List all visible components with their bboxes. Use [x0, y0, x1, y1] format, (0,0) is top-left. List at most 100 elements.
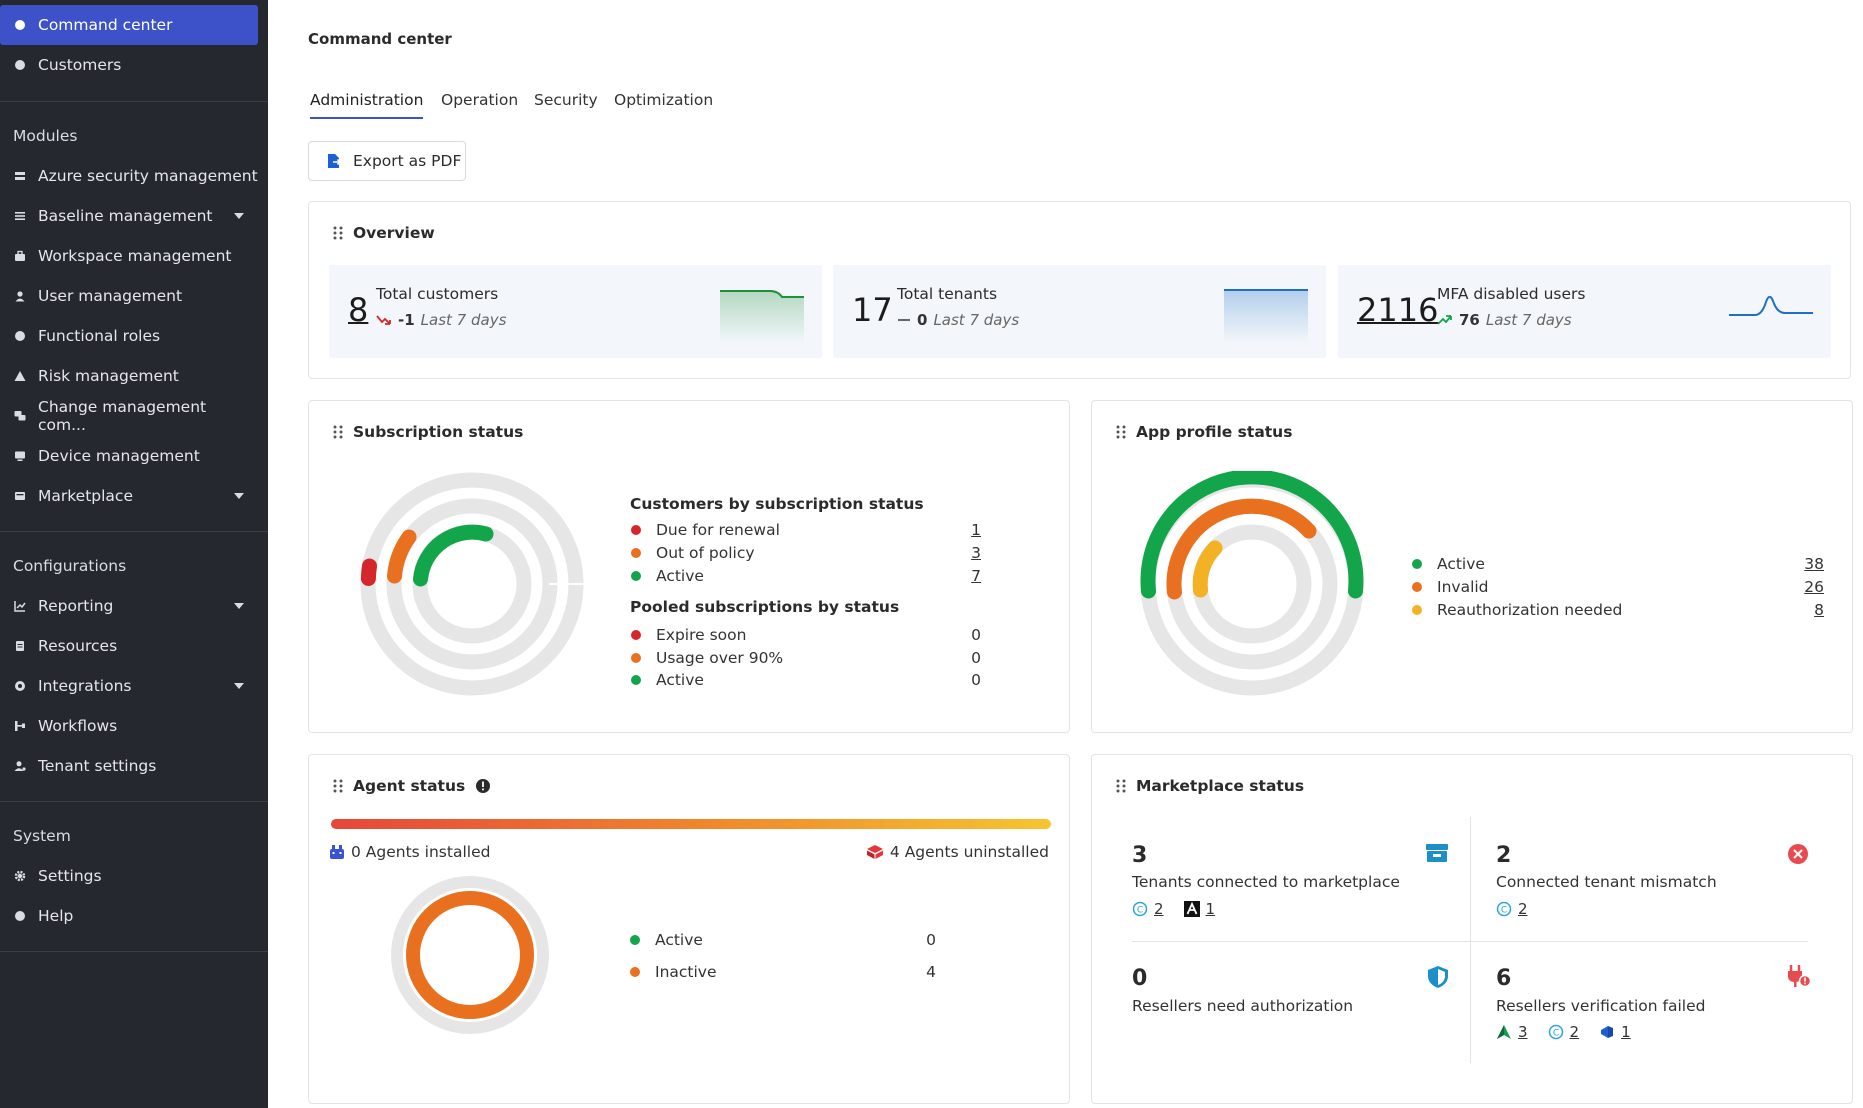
nav-label: Workspace management — [38, 247, 232, 265]
nav-resources[interactable]: Resources — [0, 626, 258, 666]
agent-progress-bar — [331, 819, 1051, 829]
agent-uninstalled-icon — [866, 845, 883, 859]
delta-period: Last 7 days — [420, 311, 507, 329]
app-profile-title: App profile status — [1116, 423, 1292, 441]
trend-down-icon — [376, 315, 391, 325]
chevron-down-icon[interactable] — [234, 493, 244, 499]
mk-sub-link[interactable]: 2 — [1569, 1023, 1580, 1041]
nav-label: Functional roles — [38, 327, 161, 345]
subscription-due-arc — [360, 558, 377, 586]
chevron-down-icon[interactable] — [234, 603, 244, 609]
tab-administration[interactable]: Administration — [310, 91, 424, 119]
nav-label: Marketplace — [38, 487, 133, 505]
monitor-icon — [14, 450, 26, 462]
chevron-down-icon[interactable] — [234, 683, 244, 689]
nav-azure-security[interactable]: Azure security management — [0, 156, 258, 196]
delta-value: -1 — [398, 311, 415, 329]
legend-dot — [1412, 559, 1422, 569]
stat-total-tenants: 17 Total tenants 0 Last 7 days — [833, 265, 1326, 358]
app-profile-invalid-arc — [1166, 498, 1317, 600]
legend-value-link[interactable]: 1 — [971, 521, 981, 539]
agents-uninstalled: 4 Agents uninstalled — [866, 843, 1049, 861]
drag-handle-icon[interactable] — [333, 779, 343, 793]
server-icon — [14, 170, 26, 182]
mk-sub-link[interactable]: 3 — [1518, 1023, 1528, 1041]
nav-label: Workflows — [38, 717, 118, 735]
pdf-export-icon — [328, 154, 341, 168]
nav-label: Settings — [38, 867, 102, 885]
legend-label: Active — [656, 671, 704, 689]
drag-handle-icon[interactable] — [333, 226, 343, 240]
nav-change-management[interactable]: Change management com... — [0, 396, 258, 436]
stat-value[interactable]: 8 — [348, 291, 369, 329]
legend-label: Out of policy — [656, 544, 755, 562]
legend-value-link[interactable]: 38 — [1804, 555, 1824, 573]
mk-label: Resellers need authorization — [1132, 997, 1354, 1015]
legend-value: 0 — [926, 931, 936, 949]
tab-security[interactable]: Security — [534, 91, 598, 109]
divider — [0, 531, 268, 532]
legend-value: 0 — [971, 626, 981, 644]
legend-value-link[interactable]: 26 — [1804, 578, 1824, 596]
legend-label: Usage over 90% — [656, 649, 784, 667]
nav-device[interactable]: Device management — [0, 436, 258, 476]
svg-text:C: C — [1137, 906, 1143, 916]
nav-user-management[interactable]: User management — [0, 276, 258, 316]
legend-value-link[interactable]: 8 — [1814, 601, 1824, 619]
nav-command-center[interactable]: Command center — [0, 5, 258, 45]
drag-handle-icon[interactable] — [1116, 425, 1126, 439]
tab-optimization[interactable]: Optimization — [614, 91, 714, 109]
drag-handle-icon[interactable] — [1116, 779, 1126, 793]
legend-label: Active — [656, 567, 704, 585]
agent-donut-chart — [391, 876, 549, 1034]
role-icon — [14, 330, 26, 342]
app-profile-radial-chart — [1140, 471, 1364, 696]
mk-sub-link[interactable]: 1 — [1621, 1023, 1631, 1041]
nav-functional-roles[interactable]: Functional roles — [0, 316, 258, 356]
stat-value: 17 — [852, 291, 893, 329]
drag-handle-icon[interactable] — [333, 425, 343, 439]
stat-value[interactable]: 2116 — [1357, 291, 1439, 329]
legend-value-link[interactable]: 7 — [971, 567, 981, 585]
modules-title: Modules — [13, 127, 78, 145]
mk-sub-link[interactable]: 2 — [1154, 900, 1164, 918]
nav-label: Azure security management — [38, 167, 258, 185]
store-icon — [14, 490, 26, 502]
info-icon[interactable] — [475, 778, 491, 794]
nav-marketplace[interactable]: Marketplace — [0, 476, 258, 516]
nav-label: Resources — [38, 637, 118, 655]
legend-due-renewal: Due for renewal — [631, 521, 780, 539]
provider-flag-icon — [1601, 1026, 1614, 1038]
nav-customers[interactable]: Customers — [0, 45, 258, 85]
nav-risk[interactable]: Risk management — [0, 356, 258, 396]
mk-count: 2 — [1496, 843, 1512, 868]
mk-sub-link[interactable]: 1 — [1205, 900, 1216, 918]
nav-workflows[interactable]: Workflows — [0, 706, 258, 746]
legend-value-link[interactable]: 3 — [971, 544, 981, 562]
export-pdf-button[interactable]: Export as PDF — [308, 141, 466, 181]
stat-label: Total tenants — [897, 285, 998, 303]
legend-dot — [631, 571, 641, 581]
stat-mfa-disabled: 2116 MFA disabled users 76 Last 7 days — [1338, 265, 1831, 358]
mk-sub-link[interactable]: 2 — [1518, 900, 1528, 918]
nav-settings[interactable]: Settings — [0, 856, 258, 896]
nav-reporting[interactable]: Reporting — [0, 586, 258, 626]
nav-label: Tenant settings — [38, 757, 157, 775]
legend-active: Active — [631, 567, 704, 585]
nav-tenant-settings[interactable]: Tenant settings — [0, 746, 258, 786]
chevron-down-icon[interactable] — [234, 213, 244, 219]
card-title-text: Agent status — [353, 777, 466, 795]
nav-workspace[interactable]: Workspace management — [0, 236, 258, 276]
nav-label: Command center — [38, 16, 173, 34]
chat-icon — [14, 410, 26, 422]
nav-help[interactable]: Help — [0, 896, 258, 936]
tab-operation[interactable]: Operation — [441, 91, 519, 109]
provider-c-icon: C — [1548, 1024, 1563, 1040]
legend-dot — [631, 525, 641, 535]
legend-label: Inactive — [655, 963, 717, 981]
nav-baseline[interactable]: Baseline management — [0, 196, 258, 236]
nav-integrations[interactable]: Integrations — [0, 666, 258, 706]
legend-value: 4 — [926, 963, 936, 981]
svg-text:C: C — [1552, 1029, 1558, 1039]
mk-count: 3 — [1132, 843, 1148, 868]
